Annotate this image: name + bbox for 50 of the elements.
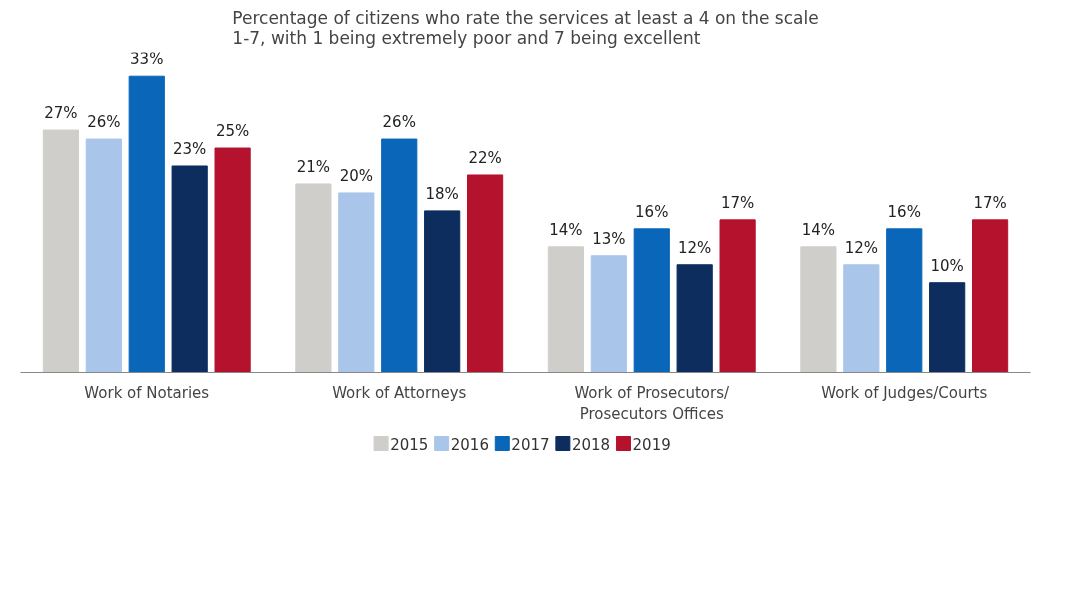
data-label: 18% <box>425 184 459 203</box>
bar <box>800 246 837 373</box>
x-tick-label: Work of Prosecutors/ Prosecutors Offices <box>574 383 731 424</box>
legend-label: 2015 <box>390 435 429 454</box>
bar <box>214 147 251 373</box>
data-label: 22% <box>468 148 502 167</box>
data-label: 26% <box>87 113 121 132</box>
chart-title: Percentage of citizens who rate the services at least a 4 on the scale 1-7, with 1 being extremely poor and 7 being excellent <box>232 7 819 48</box>
legend-label: 2016 <box>450 435 489 454</box>
data-label: 13% <box>592 229 626 248</box>
bar <box>128 75 165 373</box>
bar <box>886 228 923 373</box>
data-label: 23% <box>173 139 207 158</box>
data-label: 26% <box>382 113 416 132</box>
bar <box>338 192 375 373</box>
data-label: 16% <box>635 202 669 221</box>
bar <box>42 129 79 373</box>
legend-label: 2017 <box>511 435 550 454</box>
data-label: 20% <box>339 166 373 185</box>
data-label: 17% <box>973 193 1007 212</box>
bar <box>547 246 584 373</box>
legend-label: 2018 <box>571 435 611 454</box>
data-label: 14% <box>549 220 583 239</box>
data-label: 16% <box>887 202 921 221</box>
data-label: 10% <box>930 256 964 275</box>
bar <box>467 174 504 373</box>
x-tick-label: Work of Judges/Courts <box>821 383 988 402</box>
data-label: 14% <box>801 220 836 239</box>
bar <box>633 228 670 373</box>
data-label: 25% <box>215 122 250 141</box>
bar <box>676 264 713 373</box>
bar <box>719 219 756 373</box>
data-label: 12% <box>844 238 878 257</box>
bar <box>424 210 461 373</box>
data-label: 21% <box>296 157 331 176</box>
legend-label: 2019 <box>632 435 671 454</box>
data-label: 27% <box>44 104 78 123</box>
bar <box>929 282 966 373</box>
x-tick-label: Work of Attorneys <box>332 383 467 402</box>
bar <box>295 183 332 373</box>
x-tick-label: Work of Notaries <box>84 383 210 402</box>
bar <box>171 165 208 373</box>
bar <box>590 255 627 373</box>
data-label: 17% <box>720 193 755 212</box>
bar <box>381 138 418 373</box>
data-label: 12% <box>678 238 712 257</box>
data-label: 33% <box>130 50 164 69</box>
bar <box>85 138 122 373</box>
bar <box>972 219 1009 373</box>
bar <box>843 264 880 373</box>
